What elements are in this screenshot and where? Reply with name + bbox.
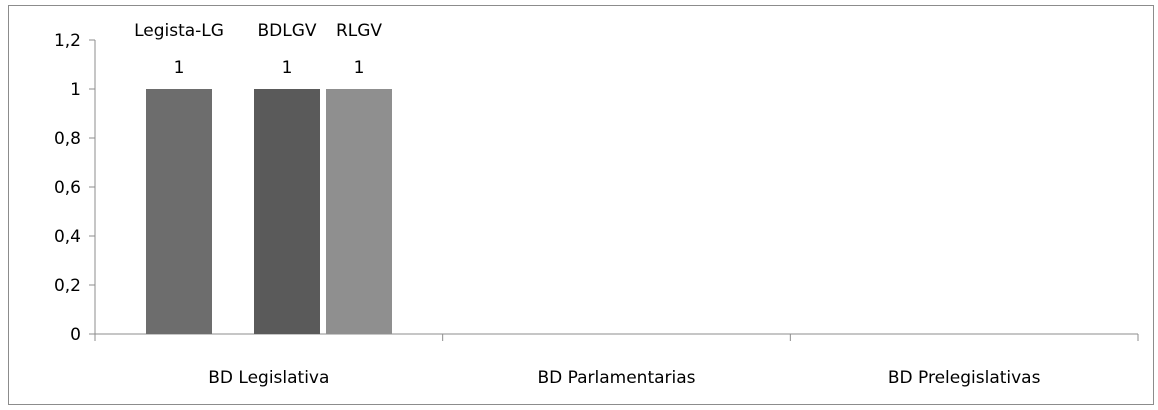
data-label-series-name: Legista-LG — [134, 21, 224, 41]
data-label-value: 1 — [354, 58, 365, 78]
y-tick-label: 0,8 — [54, 129, 81, 149]
data-label-value: 1 — [174, 58, 185, 78]
bar-legista-lg — [146, 89, 212, 334]
bar-bdlgv — [254, 89, 320, 334]
data-label-series-name: BDLGV — [257, 21, 316, 41]
data-labels: Legista-LG 1 BDLGV 1 RLGV 1 — [134, 21, 382, 78]
x-category-label: BD Legislativa — [208, 368, 329, 388]
bar-rlgv — [326, 89, 392, 334]
x-axis: BD Legislativa BD Parlamentarias BD Preleg… — [94, 333, 1139, 388]
data-label-value: 1 — [282, 58, 293, 78]
y-tick-label: 1 — [70, 80, 81, 100]
y-tick-label: 1,2 — [54, 31, 81, 51]
y-tick-label: 0 — [70, 325, 81, 345]
bars — [146, 89, 392, 334]
x-category-label: BD Prelegislativas — [888, 368, 1041, 388]
x-category-label: BD Parlamentarias — [537, 368, 695, 388]
y-tick-label: 0,4 — [54, 227, 81, 247]
y-tick-label: 0,2 — [54, 276, 81, 296]
data-label-series-name: RLGV — [336, 21, 382, 41]
y-tick-label: 0,6 — [54, 178, 81, 198]
y-axis: 0 0,2 0,4 0,6 0,8 1 1,2 — [54, 31, 96, 345]
